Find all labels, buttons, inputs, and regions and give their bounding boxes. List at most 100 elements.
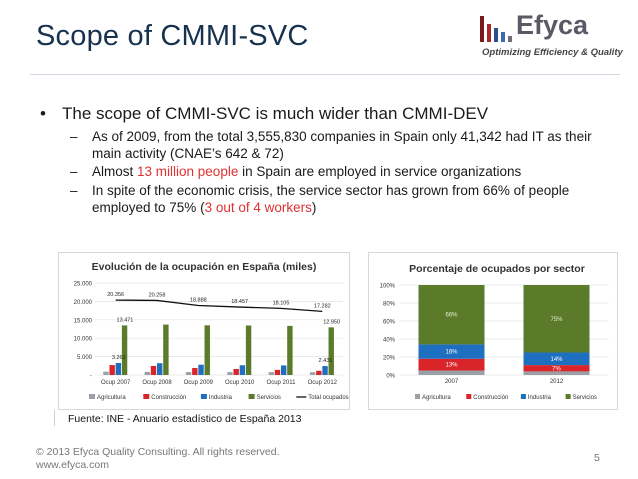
- x-tick-label: Ocup 2007: [101, 380, 131, 386]
- legend-swatch-industria: [200, 394, 207, 399]
- y-tick-label: 10.000: [74, 337, 93, 343]
- page-number: 5: [594, 452, 600, 464]
- logo-name: Efyca: [516, 10, 589, 40]
- data-label: 18.105: [273, 300, 290, 306]
- bar-servicios: [163, 324, 169, 375]
- stack-servicios-2012: [523, 285, 590, 353]
- logo-tagline: Optimizing Efficiency & Quality: [482, 47, 623, 58]
- y-tick-label: 20.000: [74, 300, 93, 306]
- x-tick-label: Ocup 2008: [142, 380, 172, 386]
- legend-label: Agricultura: [422, 395, 451, 401]
- legend-swatch-servicios: [248, 394, 255, 399]
- title-divider: [30, 74, 620, 75]
- data-label: 12.950: [323, 319, 340, 325]
- legend-label: Industria: [209, 395, 233, 401]
- segment-label: 66%: [445, 313, 458, 319]
- bar-agricultura: [185, 372, 192, 375]
- bar-servicios: [328, 327, 334, 375]
- chart-employment-evolution-svg: Evolución de la ocupación en España (mil…: [74, 261, 349, 401]
- logo-bars-icon: [480, 16, 512, 42]
- chart-employment-evolution: Evolución de la ocupación en España (mil…: [58, 252, 350, 410]
- bar-industria: [115, 362, 122, 375]
- stack-construccion-2007: [418, 358, 485, 371]
- data-label: 18.888: [190, 297, 207, 303]
- legend-swatch-construccion: [466, 394, 472, 399]
- bar-servicios: [245, 325, 252, 375]
- y-tick-label: 20%: [383, 356, 396, 362]
- y-tick-label: 25.000: [74, 282, 93, 288]
- subpoint-text: As of 2009, from the total 3,555,830 com…: [92, 129, 592, 161]
- x-tick-label: 2007: [445, 379, 459, 385]
- segment-label: 16%: [445, 350, 458, 356]
- bar-agricultura: [268, 372, 274, 375]
- stack-industria-2012: [523, 352, 590, 366]
- stack-industria-2007: [418, 344, 485, 359]
- legend-swatch-agricultura: [415, 394, 420, 399]
- bar-construccion: [150, 365, 157, 375]
- y-tick-label: 100%: [380, 284, 396, 290]
- bar-construccion: [233, 368, 239, 375]
- chart-sector-percentage: Porcentaje de ocupados por sector 0% 20% 40…: [368, 252, 618, 410]
- y-tick-label: 5.000: [77, 355, 93, 361]
- legend-label: Agricultura: [97, 395, 126, 401]
- slide-title: Scope of CMMI-SVC: [36, 20, 309, 52]
- segment-label: 13%: [445, 363, 458, 369]
- efyca-logo: Efyca Optimizing Efficiency & Quality: [476, 6, 626, 66]
- bar-agricultura: [227, 372, 233, 375]
- legend-label: Industria: [528, 395, 552, 401]
- stack-agricultura-2012: [523, 371, 590, 375]
- chart-title: Porcentaje de ocupados por sector: [409, 263, 585, 275]
- bullet-dot-icon: •: [40, 104, 46, 123]
- bar-construccion: [109, 365, 115, 375]
- y-tick-label: 15.000: [74, 318, 93, 324]
- legend-label: Servicios: [257, 395, 281, 401]
- dash-icon: –: [70, 129, 78, 144]
- source-rule: [54, 410, 55, 426]
- bar-agricultura: [144, 371, 150, 375]
- legend-label: Total ocupados: [308, 395, 348, 401]
- subpoint-text: In spite of the economic crisis, the ser…: [92, 183, 570, 215]
- legend-swatch-agricultura: [89, 394, 95, 399]
- bar-industria: [281, 365, 287, 375]
- data-label: 18.457: [231, 299, 248, 305]
- line-total-ocupados: [115, 299, 323, 313]
- dash-icon: –: [70, 164, 78, 179]
- data-label: 2.431: [319, 358, 333, 364]
- data-label: 3.262: [112, 355, 126, 361]
- footer: © 2013 Efyca Quality Consulting. All rig…: [36, 446, 280, 472]
- legend-label: Construcción: [151, 395, 186, 401]
- x-tick-label: Ocup 2010: [225, 380, 255, 386]
- bar-industria: [157, 363, 163, 375]
- segment-label: 14%: [550, 357, 563, 363]
- bar-agricultura: [309, 372, 316, 375]
- copyright: © 2013 Efyca Quality Consulting. All rig…: [36, 446, 280, 458]
- x-tick-label: Ocup 2011: [267, 380, 297, 386]
- legend-swatch-construccion: [143, 394, 150, 399]
- bar-construccion: [316, 370, 322, 375]
- website-link[interactable]: www.efyca.com: [36, 459, 109, 471]
- segment-label: 7%: [552, 366, 561, 372]
- y-tick-label: 80%: [383, 302, 396, 308]
- highlight-text: 13 million people: [137, 164, 239, 179]
- legend-swatch-servicios: [565, 394, 571, 399]
- data-label: 20.258: [149, 292, 166, 298]
- subpoint-text: Almost 13 million people in Spain are em…: [92, 164, 522, 179]
- main-bullet: • The scope of CMMI-SVC is much wider th…: [40, 104, 488, 124]
- data-label: 13.471: [117, 317, 134, 323]
- chart-title: Evolución de la ocupación en España (mil…: [92, 261, 317, 273]
- stack-agricultura-2007: [418, 370, 485, 375]
- highlight-text: 3 out of 4 workers: [204, 200, 312, 215]
- bar-industria: [322, 366, 328, 375]
- bar-industria: [239, 365, 246, 375]
- stack-servicios-2007: [418, 285, 485, 345]
- y-tick-label: 60%: [383, 320, 396, 326]
- main-bullet-text: The scope of CMMI-SVC is much wider than…: [62, 104, 489, 123]
- bar-servicios: [287, 325, 293, 375]
- dash-icon: –: [70, 183, 78, 198]
- bar-construccion: [192, 368, 198, 375]
- bar-servicios: [204, 325, 210, 375]
- x-tick-label: Ocup 2012: [308, 380, 338, 386]
- stack-construccion-2012: [523, 365, 590, 372]
- legend-label: Construcción: [473, 395, 508, 401]
- x-tick-label: Ocup 2009: [184, 380, 214, 386]
